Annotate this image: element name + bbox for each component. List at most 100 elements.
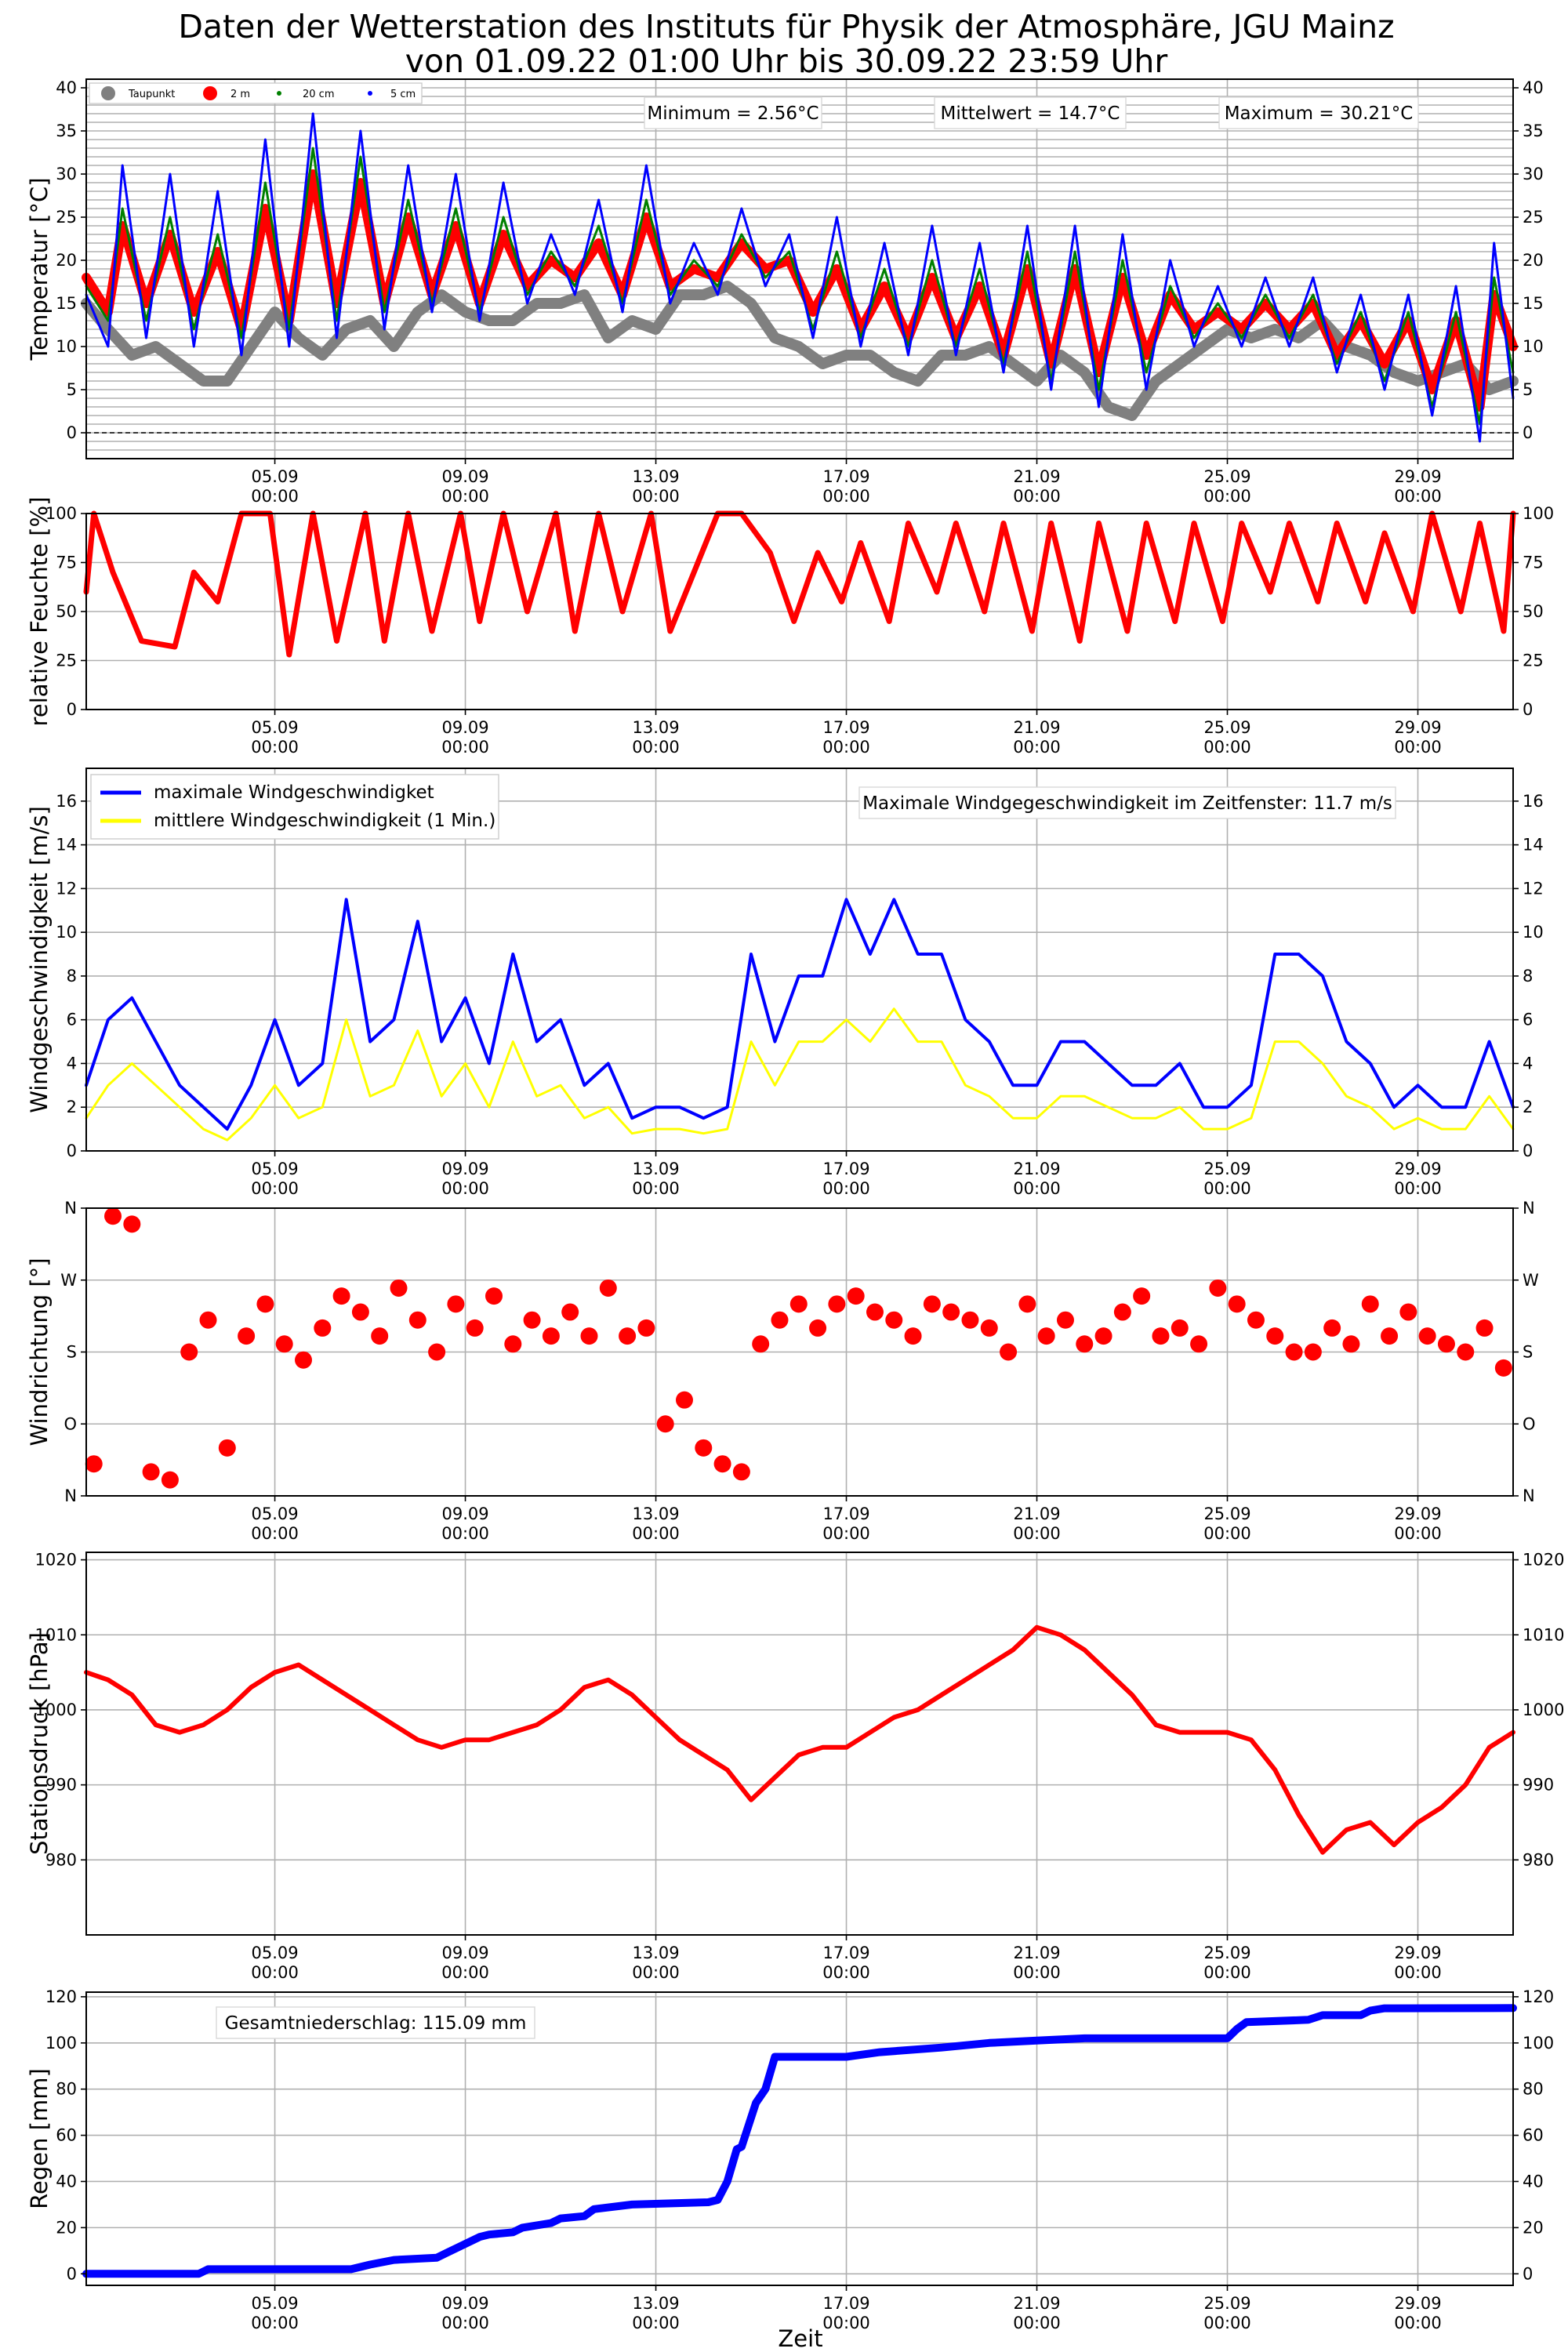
chart-title-line2: von 01.09.22 01:00 Uhr bis 30.09.22 23:5… bbox=[405, 42, 1168, 80]
temperature-series-group bbox=[81, 112, 1519, 443]
wind-speed-ytick-label: 16 bbox=[56, 792, 77, 811]
pressure-xtick-time-label: 00:00 bbox=[1203, 1963, 1251, 1982]
temperature-ytick-label-right: 30 bbox=[1523, 165, 1544, 183]
humidity-ytick-label: 25 bbox=[56, 652, 77, 670]
temperature-ytick-label: 30 bbox=[56, 165, 77, 183]
humidity-series-group bbox=[83, 510, 1516, 658]
wind-speed-ytick-label-right: 0 bbox=[1523, 1142, 1533, 1160]
wind-direction-point bbox=[180, 1343, 198, 1361]
pressure-grid bbox=[86, 1552, 1513, 1935]
rain-xtick-time-label: 00:00 bbox=[822, 2314, 870, 2332]
rain-ytick-label-right: 100 bbox=[1523, 2034, 1554, 2053]
temperature-ytick-label: 15 bbox=[56, 294, 77, 313]
wind-speed-xtick-date-label: 13.09 bbox=[632, 1160, 679, 1178]
legend-5cm-label: 5 cm bbox=[390, 89, 416, 100]
pressure-series-pressure bbox=[84, 1624, 1515, 1855]
min-annotation-box bbox=[644, 96, 822, 129]
wind-direction-point bbox=[332, 1287, 350, 1305]
wind-direction-point bbox=[904, 1327, 922, 1345]
temperature-ytick-label-right: 10 bbox=[1523, 337, 1544, 356]
wind-direction-point bbox=[238, 1327, 256, 1345]
temperature-ytick-label: 5 bbox=[67, 380, 77, 399]
wind-speed-grid bbox=[86, 768, 1513, 1152]
temperature-xtick-date-label: 17.09 bbox=[822, 467, 869, 486]
temperature-ytick-label: 10 bbox=[56, 337, 77, 356]
humidity-xtick-time-label: 00:00 bbox=[822, 738, 870, 757]
wind-direction-ytick-label-right: S bbox=[1523, 1343, 1533, 1362]
wind-direction-point bbox=[314, 1319, 332, 1337]
pressure-ytick-label-right: 1020 bbox=[1523, 1551, 1564, 1570]
humidity-ytick-label: 100 bbox=[45, 504, 77, 523]
wind-direction-point bbox=[218, 1439, 236, 1457]
wind-speed-y-axis-label: Windgeschwindigkeit [m/s] bbox=[26, 806, 53, 1113]
wind-speed-frame bbox=[85, 768, 1514, 1152]
temperature-xtick-time-label: 00:00 bbox=[632, 487, 680, 506]
rain-series-group bbox=[82, 2004, 1517, 2278]
wind-direction-point bbox=[142, 1463, 160, 1481]
rain-ytick-label: 80 bbox=[56, 2080, 77, 2099]
wind-direction-ytick-label-right: N bbox=[1523, 1486, 1535, 1505]
wind-direction-point bbox=[637, 1319, 655, 1337]
humidity-xtick-time-label: 00:00 bbox=[1394, 738, 1442, 757]
wind-direction-ytick-label: W bbox=[60, 1271, 77, 1290]
pressure-ytick-label-right: 1000 bbox=[1523, 1700, 1564, 1719]
wind-direction-point bbox=[1399, 1303, 1417, 1321]
wind-direction-point bbox=[371, 1327, 389, 1345]
rain-xtick-date-label: 09.09 bbox=[441, 2294, 488, 2313]
temperature-mean-label: Mittelwert = 14.7°C bbox=[941, 103, 1120, 124]
wind-speed-ytick-label-right: 14 bbox=[1523, 836, 1544, 855]
wind-direction-point bbox=[1323, 1319, 1341, 1337]
wind-speed-xtick-time-label: 00:00 bbox=[1394, 1179, 1442, 1198]
wind-direction-xtick-time-label: 00:00 bbox=[441, 1524, 489, 1543]
rain-ytick-label: 60 bbox=[56, 2126, 77, 2145]
wind-direction-panel: N NO OS SW WN N05.0900:0009.0900:0013.0900:00… bbox=[26, 1199, 1539, 1543]
x-axis-label: Zeit bbox=[778, 2325, 822, 2352]
temperature-xtick-date-label: 29.09 bbox=[1394, 467, 1441, 486]
pressure-ytick-label: 1000 bbox=[35, 1700, 77, 1719]
wind-direction-point bbox=[256, 1295, 274, 1313]
pressure-xtick-date-label: 21.09 bbox=[1013, 1944, 1060, 1962]
rain-ytick-label-right: 80 bbox=[1523, 2080, 1544, 2099]
pressure-xtick-date-label: 13.09 bbox=[632, 1944, 679, 1962]
pressure-xtick-date-label: 09.09 bbox=[441, 1944, 488, 1962]
wind-speed-ytick-label: 14 bbox=[56, 836, 77, 855]
wind-direction-point bbox=[1381, 1327, 1399, 1345]
wind-direction-point bbox=[980, 1319, 998, 1337]
rain-xtick-date-label: 25.09 bbox=[1203, 2294, 1250, 2313]
wind-direction-point bbox=[619, 1327, 637, 1345]
humidity-ytick-label-right: 100 bbox=[1523, 504, 1554, 523]
pressure-xtick-time-label: 00:00 bbox=[251, 1963, 299, 1982]
pressure-ytick-label: 990 bbox=[45, 1776, 77, 1795]
wind-direction-point bbox=[752, 1335, 770, 1353]
wind-direction-point bbox=[1228, 1295, 1246, 1313]
wind-direction-point bbox=[847, 1287, 865, 1305]
legend-5cm-marker bbox=[368, 91, 372, 96]
wind-speed-xtick-time-label: 00:00 bbox=[441, 1179, 489, 1198]
temperature-xtick-date-label: 13.09 bbox=[632, 467, 679, 486]
wind-direction-point bbox=[1113, 1303, 1131, 1321]
rain-xtick-time-label: 00:00 bbox=[1394, 2314, 1442, 2332]
wind-direction-point bbox=[542, 1327, 560, 1345]
humidity-series-humidity bbox=[83, 510, 1516, 658]
wind-direction-point bbox=[466, 1319, 484, 1337]
temperature-xtick-time-label: 00:00 bbox=[441, 487, 489, 506]
wind-direction-point bbox=[828, 1295, 846, 1313]
wind-direction-point bbox=[1247, 1311, 1265, 1329]
rain-xtick-time-label: 00:00 bbox=[1013, 2314, 1061, 2332]
wind-speed-xtick-date-label: 25.09 bbox=[1203, 1160, 1250, 1178]
wind-direction-point bbox=[1133, 1287, 1151, 1305]
pressure-ytick-label: 980 bbox=[45, 1850, 77, 1869]
mean-annotation-box bbox=[934, 96, 1127, 129]
rain-total-box bbox=[216, 2006, 535, 2039]
wind-direction-point bbox=[656, 1415, 674, 1433]
temperature-ytick-label-right: 15 bbox=[1523, 294, 1544, 313]
pressure-ytick-label: 1020 bbox=[35, 1551, 77, 1570]
temperature-ytick-label-right: 35 bbox=[1523, 122, 1544, 140]
humidity-xtick-time-label: 00:00 bbox=[1203, 738, 1251, 757]
wind-direction-point bbox=[408, 1311, 426, 1329]
wind-direction-xtick-date-label: 17.09 bbox=[822, 1504, 869, 1523]
wind-direction-point bbox=[295, 1351, 313, 1369]
humidity-xtick-date-label: 09.09 bbox=[441, 718, 488, 737]
